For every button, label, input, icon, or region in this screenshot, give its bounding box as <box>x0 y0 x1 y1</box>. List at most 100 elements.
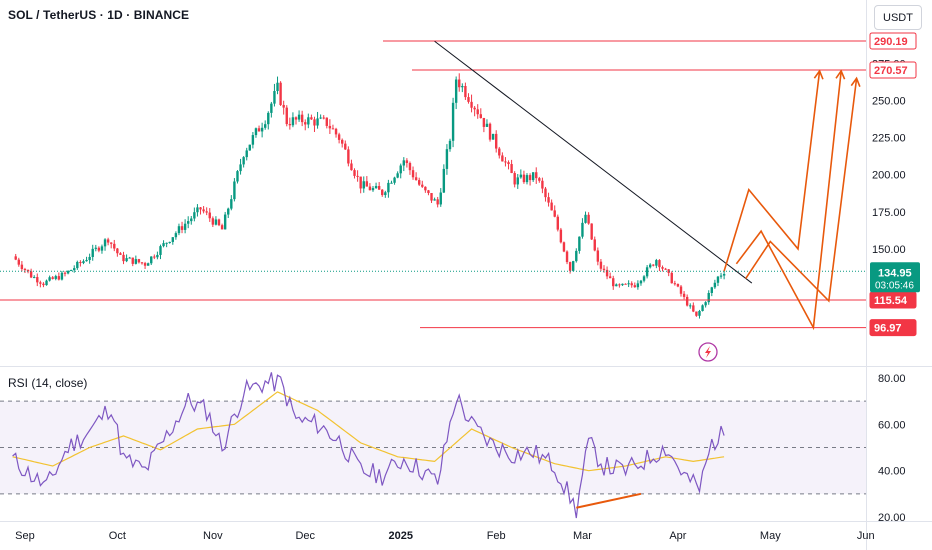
candle-body <box>433 199 436 201</box>
candle-body <box>707 292 710 303</box>
price-tick-label: 150.00 <box>872 244 906 256</box>
candle-body <box>350 163 353 171</box>
candle-body <box>313 119 316 126</box>
candle-body <box>710 287 713 293</box>
candle-body <box>316 118 319 126</box>
candle-body <box>122 254 125 262</box>
projection-path-2 <box>735 70 842 331</box>
candle-body <box>689 305 692 307</box>
candle-body <box>519 174 523 178</box>
candle-body <box>418 180 421 185</box>
rsi-line <box>12 372 725 519</box>
candle-body <box>368 186 372 191</box>
candle-body <box>331 128 335 130</box>
candle-body <box>664 268 667 270</box>
candle-body <box>618 284 621 286</box>
time-tick-label: Sep <box>15 530 35 542</box>
candle-body <box>267 112 270 125</box>
candle-body <box>390 182 393 184</box>
time-tick-label: May <box>760 530 781 542</box>
rsi-tick-label: 40.00 <box>878 466 906 478</box>
candle-body <box>310 117 313 120</box>
candle-body <box>522 174 526 183</box>
candle-body <box>174 233 178 238</box>
candle-body <box>119 253 122 255</box>
candle-body <box>334 128 338 135</box>
candle-body <box>288 124 292 126</box>
time-tick-label: Apr <box>669 530 686 542</box>
candle-body <box>54 276 57 279</box>
candle-body <box>245 150 248 158</box>
candle-body <box>270 103 273 113</box>
candle-body <box>183 223 187 230</box>
candle-body <box>211 218 215 225</box>
candle-body <box>199 207 202 210</box>
candle-body <box>202 209 205 212</box>
candle-body <box>568 262 572 271</box>
candle-body <box>405 160 409 164</box>
candle-body <box>137 259 141 263</box>
candle-body <box>116 248 119 254</box>
candle-body <box>593 239 596 251</box>
candle-body <box>673 283 677 285</box>
candle-body <box>103 239 107 247</box>
candle-body <box>445 149 449 169</box>
candle-body <box>427 190 430 194</box>
candle-body <box>476 109 479 115</box>
candle-body <box>396 173 399 178</box>
candle-body <box>220 225 224 230</box>
candle-body <box>377 186 381 190</box>
candle-body <box>371 188 375 191</box>
candle-body <box>79 261 82 264</box>
candle-body <box>374 186 378 189</box>
time-tick-label: 2025 <box>388 530 412 542</box>
candle-body <box>94 247 97 249</box>
candle-body <box>559 229 563 243</box>
time-tick-label: Dec <box>295 530 315 542</box>
candle-body <box>254 128 258 136</box>
candle-body <box>679 286 683 294</box>
projection-arrowhead <box>835 69 846 80</box>
level-label-290.19: 290.19 <box>874 36 908 48</box>
bullish-divergence-line <box>576 492 642 509</box>
candle-body <box>572 261 575 271</box>
candle-body <box>531 172 535 181</box>
candle-body <box>239 164 242 172</box>
candle-body <box>482 117 486 127</box>
currency-button[interactable]: USDT <box>874 5 922 30</box>
candle-body <box>165 242 168 244</box>
current-price-label: 134.95 <box>878 267 912 279</box>
candle-body <box>411 170 415 178</box>
candle-body <box>479 114 482 118</box>
rsi-tick-label: 20.00 <box>878 512 906 524</box>
candle-body <box>341 139 344 144</box>
candle-body <box>279 82 282 105</box>
candle-body <box>485 123 489 127</box>
candle-body <box>599 261 603 269</box>
candle-body <box>159 246 162 255</box>
candle-body <box>584 214 587 223</box>
price-tick-label: 175.00 <box>872 207 906 219</box>
level-price-tag <box>869 61 917 79</box>
candle-body <box>110 242 113 244</box>
candle-body <box>125 258 128 262</box>
level-price-tag <box>869 319 917 337</box>
candle-body <box>69 270 73 272</box>
candle-body <box>575 250 578 262</box>
time-tick-label: Nov <box>203 530 223 542</box>
candle-body <box>297 114 301 120</box>
candle-body <box>513 173 516 185</box>
candle-body <box>439 192 442 205</box>
candle-body <box>393 177 396 183</box>
candle-body <box>448 140 452 150</box>
candle-body <box>624 283 627 285</box>
candle-body <box>113 243 116 249</box>
candle-body <box>300 114 304 123</box>
level-price-tag <box>869 32 917 50</box>
candle-body <box>325 117 328 126</box>
candle-body <box>153 256 156 258</box>
candle-body <box>230 199 233 209</box>
candle-body <box>85 259 88 262</box>
descending-trendline <box>434 40 753 284</box>
